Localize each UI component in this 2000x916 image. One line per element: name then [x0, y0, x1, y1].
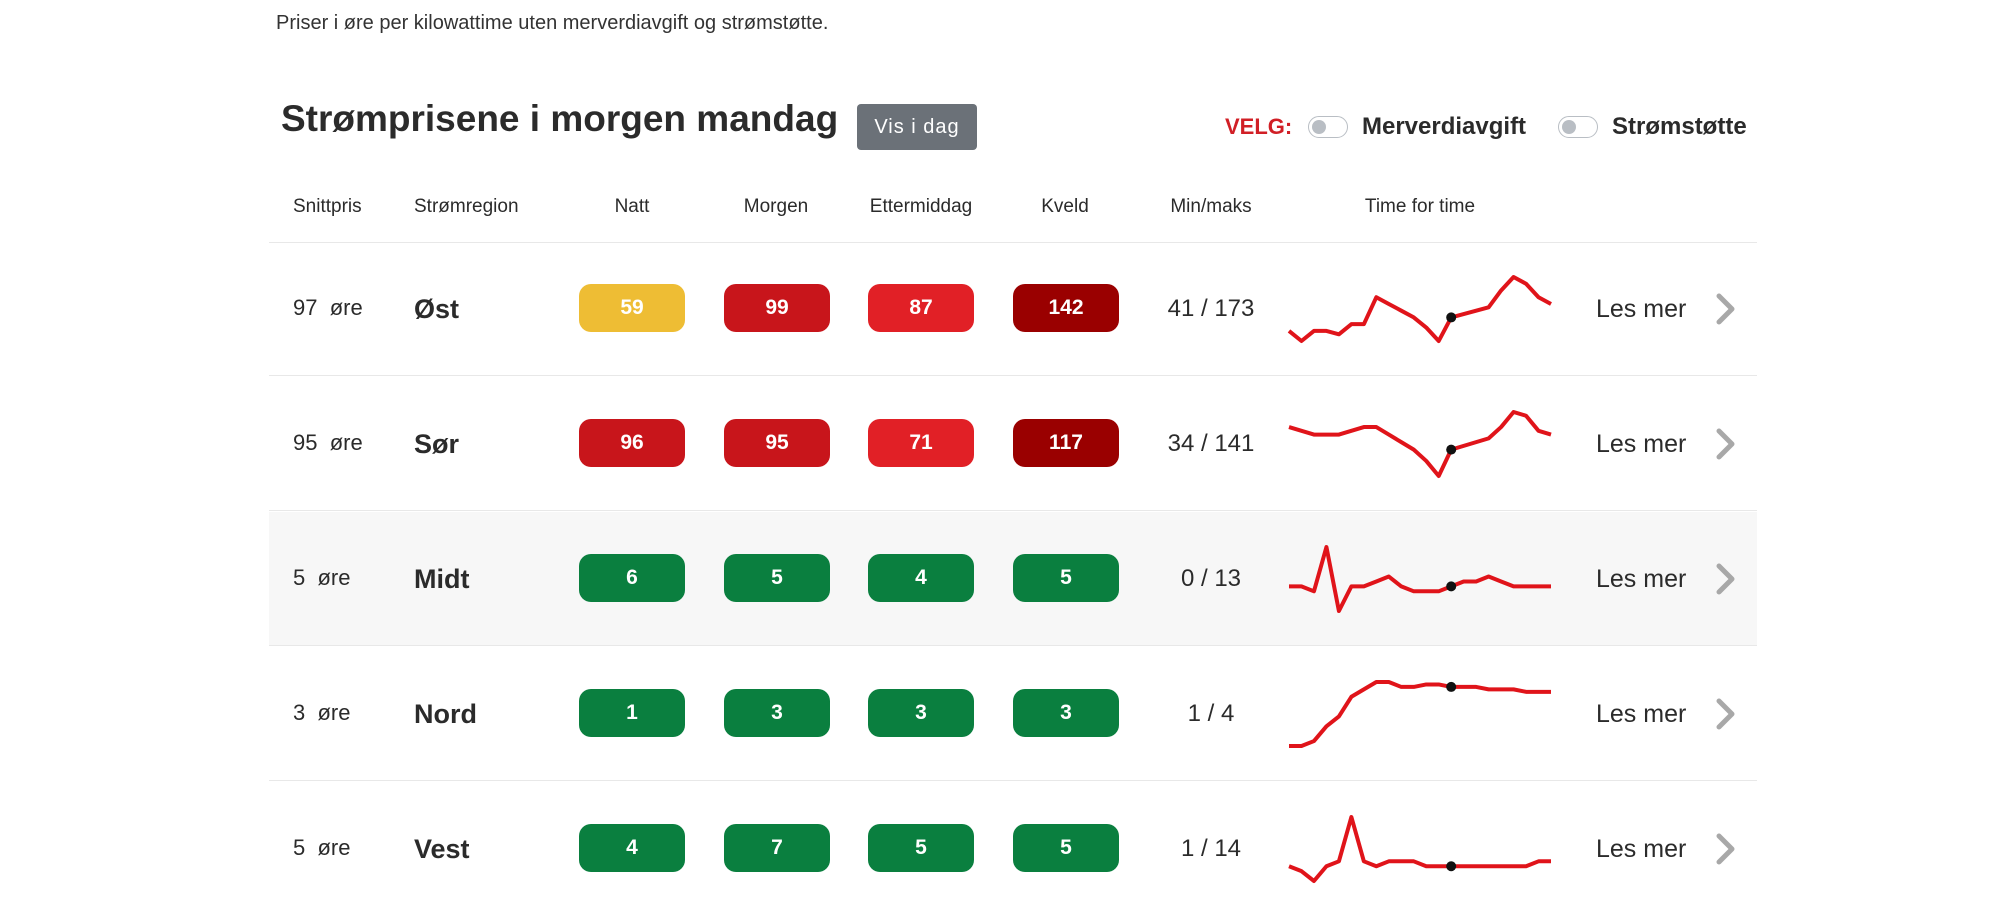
period-price-badge: 3	[1013, 689, 1119, 737]
min-max-value: 34 / 141	[1167, 430, 1255, 457]
period-price-badge: 95	[724, 419, 830, 467]
period-price-badge: 1	[579, 689, 685, 737]
average-price: 5 øre	[293, 835, 351, 860]
average-price: 95 øre	[293, 430, 363, 455]
vat-toggle-label[interactable]: Merverdiavgift	[1362, 113, 1527, 140]
current-hour-marker	[1446, 312, 1457, 323]
table-row[interactable]: 95 øre Sør 96 95 71 117 34 / 141 Les mer	[269, 377, 1757, 511]
period-price-badge: 96	[579, 419, 685, 467]
support-toggle-label[interactable]: Strømstøtte	[1612, 113, 1747, 140]
min-max-value: 1 / 14	[1180, 835, 1242, 862]
table-header: Snittpris Strømregion Natt Morgen Etterm…	[269, 190, 1757, 243]
read-more-link[interactable]: Les mer	[1596, 835, 1687, 863]
period-price-badge: 4	[868, 554, 974, 602]
table-row[interactable]: 3 øre Nord 1 3 3 3 1 / 4 Les mer	[269, 647, 1757, 781]
period-price-badge: 4	[579, 824, 685, 872]
page-title: Strømprisene i morgen mandag	[281, 98, 839, 139]
price-description: Priser i øre per kilowattime uten merver…	[276, 12, 829, 34]
table-row[interactable]: 5 øre Midt 6 5 4 5 0 / 13 Les mer	[269, 512, 1757, 646]
show-today-button[interactable]: Vis i dag	[857, 104, 977, 150]
table-row[interactable]: 5 øre Vest 4 7 5 5 1 / 14 Les mer	[269, 782, 1757, 916]
min-max-value: 41 / 173	[1167, 295, 1255, 322]
period-price-badge: 6	[579, 554, 685, 602]
period-price-badge: 71	[868, 419, 974, 467]
period-price-badge: 3	[724, 689, 830, 737]
current-hour-marker	[1446, 861, 1457, 872]
hourly-sparkline	[1287, 275, 1552, 343]
chevron-right-icon[interactable]	[1710, 559, 1740, 599]
header-night: Natt	[614, 196, 650, 217]
average-price: 97 øre	[293, 295, 363, 320]
region-name: Nord	[414, 699, 477, 729]
current-hour-marker	[1446, 681, 1457, 692]
chevron-right-icon[interactable]	[1710, 829, 1740, 869]
min-max-value: 0 / 13	[1180, 565, 1242, 592]
period-price-badge: 142	[1013, 284, 1119, 332]
hourly-sparkline	[1288, 410, 1552, 478]
vat-toggle[interactable]	[1308, 116, 1348, 138]
current-hour-marker	[1446, 444, 1457, 455]
period-price-badge: 7	[724, 824, 830, 872]
hourly-price-line	[1289, 545, 1551, 613]
header-morning: Morgen	[743, 196, 809, 217]
region-name: Øst	[414, 294, 460, 324]
min-max-value: 1 / 4	[1187, 700, 1235, 727]
hourly-sparkline	[1288, 815, 1551, 883]
header-evening: Kveld	[1041, 196, 1089, 217]
header-hourly: Time for time	[1364, 196, 1476, 217]
region-name: Midt	[414, 564, 470, 594]
chevron-right-icon[interactable]	[1710, 289, 1740, 329]
toggle-knob	[1312, 120, 1326, 134]
period-price-badge: 117	[1013, 419, 1119, 467]
hourly-sparkline	[1289, 680, 1551, 748]
read-more-link[interactable]: Les mer	[1596, 700, 1687, 728]
hourly-price-line	[1288, 410, 1552, 478]
chevron-right-icon[interactable]	[1710, 424, 1740, 464]
read-more-link[interactable]: Les mer	[1596, 295, 1687, 323]
period-price-badge: 99	[724, 284, 830, 332]
header-region: Strømregion	[414, 196, 519, 217]
period-price-badge: 5	[1013, 824, 1119, 872]
hourly-price-line	[1289, 680, 1551, 748]
average-price: 5 øre	[293, 565, 351, 590]
support-toggle[interactable]	[1558, 116, 1598, 138]
region-name: Vest	[414, 834, 470, 864]
period-price-badge: 87	[868, 284, 974, 332]
period-price-badge: 5	[868, 824, 974, 872]
current-hour-marker	[1446, 581, 1457, 592]
hourly-price-line	[1287, 275, 1552, 343]
period-price-badge: 3	[868, 689, 974, 737]
header-average-price: Snittpris	[293, 196, 362, 217]
header-min-max: Min/maks	[1170, 196, 1252, 217]
region-name: Sør	[414, 429, 460, 459]
table-row[interactable]: 97 øre Øst 59 99 87 142 41 / 173 Les mer	[269, 242, 1757, 376]
period-price-badge: 5	[724, 554, 830, 602]
options-label: VELG:	[1225, 114, 1293, 139]
average-price: 3 øre	[293, 700, 351, 725]
read-more-link[interactable]: Les mer	[1596, 565, 1687, 593]
hourly-price-line	[1288, 815, 1551, 883]
chevron-right-icon[interactable]	[1710, 694, 1740, 734]
hourly-sparkline	[1289, 545, 1551, 613]
toggle-knob	[1562, 120, 1576, 134]
read-more-link[interactable]: Les mer	[1596, 430, 1687, 458]
period-price-badge: 59	[579, 284, 685, 332]
header-afternoon: Ettermiddag	[869, 196, 973, 217]
period-price-badge: 5	[1013, 554, 1119, 602]
